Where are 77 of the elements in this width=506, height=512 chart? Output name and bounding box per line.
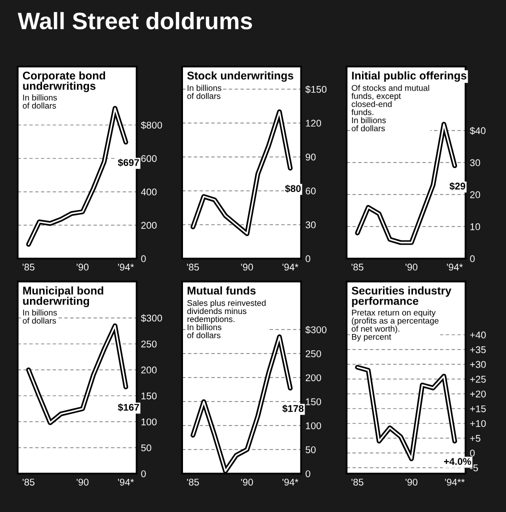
y-tick-label: 30 (306, 221, 316, 228)
y-tick-label: +35 (470, 346, 486, 354)
y-tick-label: 10 (470, 223, 480, 230)
y-tick-label: 0 (470, 450, 475, 457)
x-tick-label: '85 (187, 478, 199, 486)
text: In billions of dollars (22, 309, 57, 324)
y-tick-label: 150 (142, 392, 157, 400)
data-label: $697 (118, 158, 139, 167)
y-tick-label: 90 (306, 154, 316, 161)
text: In billions of dollars (22, 94, 57, 109)
x-tick-label: '90 (241, 264, 253, 271)
y-tick-label: 600 (141, 155, 157, 162)
y-tick-label: 20 (470, 191, 480, 198)
y-tick-label: 120 (306, 120, 322, 127)
y-tick-label: 200 (306, 374, 322, 382)
data-label: $178 (282, 404, 304, 413)
y-tick-label: 0 (306, 255, 310, 262)
x-tick-label: '85 (22, 478, 34, 486)
y-tick-label: -5 (470, 464, 478, 472)
x-tick-label: '90 (406, 478, 418, 486)
x-tick-label: '85 (352, 478, 364, 486)
text: Municipal bond underwriting (23, 286, 104, 308)
data-label: +4.0% (444, 458, 472, 465)
x-tick-label: '90 (76, 478, 89, 486)
x-tick-label: '85 (352, 264, 364, 271)
y-tick-label: $300 (305, 326, 326, 334)
y-tick-label: +30 (470, 361, 486, 368)
y-tick-label: $800 (140, 121, 162, 130)
y-tick-label: 50 (141, 444, 152, 452)
x-tick-label: '85 (187, 264, 199, 271)
text: Pretax return on equity (profits as a percentage of net worth). By percent (352, 309, 439, 342)
x-tick-label: '94* (118, 264, 134, 271)
text: In billions of dollars (187, 84, 222, 99)
y-tick-label: +25 (470, 376, 486, 383)
data-label: $167 (118, 403, 139, 412)
data-label: $29 (450, 182, 466, 190)
y-tick-label: +40 (470, 332, 486, 338)
y-tick-label: 100 (142, 418, 157, 426)
data-label: $80 (285, 184, 301, 193)
chart-title: Stock underwritings (187, 71, 294, 82)
y-tick-label: 60 (306, 188, 316, 194)
x-tick-label: '90 (76, 264, 89, 271)
y-tick-label: +10 (470, 420, 486, 428)
chart-title: Mutual funds (188, 286, 256, 295)
y-tick-label: 150 (306, 398, 322, 406)
x-tick-label: '94* (118, 478, 134, 486)
y-tick-label: 200 (141, 222, 157, 229)
chart-title: Initial public offerings (352, 71, 466, 82)
text: Of stocks and mutual funds, except closed-end funds. In billions of dollars (351, 84, 430, 132)
y-tick-label: +5 (470, 434, 480, 442)
x-tick-label: '85 (22, 264, 34, 271)
text: Sales plus reinvested dividends minus redemptions. In billions of dollars (187, 300, 266, 338)
y-tick-label: $40 (470, 126, 486, 135)
x-tick-label: '94** (445, 478, 465, 486)
y-tick-label: 200 (141, 366, 157, 374)
y-tick-label: 250 (306, 350, 322, 358)
y-tick-label: 100 (306, 422, 322, 430)
text: Securities industry performance (352, 286, 452, 308)
text: Corporate bond underwritings (22, 71, 106, 92)
y-tick-label: $300 (140, 314, 162, 322)
y-tick-label: $150 (305, 85, 326, 94)
y-tick-label: 0 (141, 470, 146, 478)
text: Wall Street doldrums (18, 12, 252, 30)
y-tick-label: 0 (141, 255, 146, 262)
y-tick-label: 50 (306, 446, 316, 454)
x-tick-label: '90 (241, 478, 253, 486)
y-tick-label: +20 (470, 390, 486, 398)
x-tick-label: '94* (282, 264, 298, 271)
y-tick-label: 250 (141, 340, 157, 348)
x-tick-label: '90 (406, 264, 418, 271)
x-tick-label: '94* (446, 264, 463, 271)
y-tick-label: 400 (141, 188, 157, 196)
y-tick-label: 0 (470, 255, 475, 262)
y-tick-label: 0 (306, 470, 310, 478)
y-tick-label: +15 (470, 405, 486, 412)
x-tick-label: '94* (282, 478, 298, 486)
y-tick-label: 30 (470, 159, 480, 166)
